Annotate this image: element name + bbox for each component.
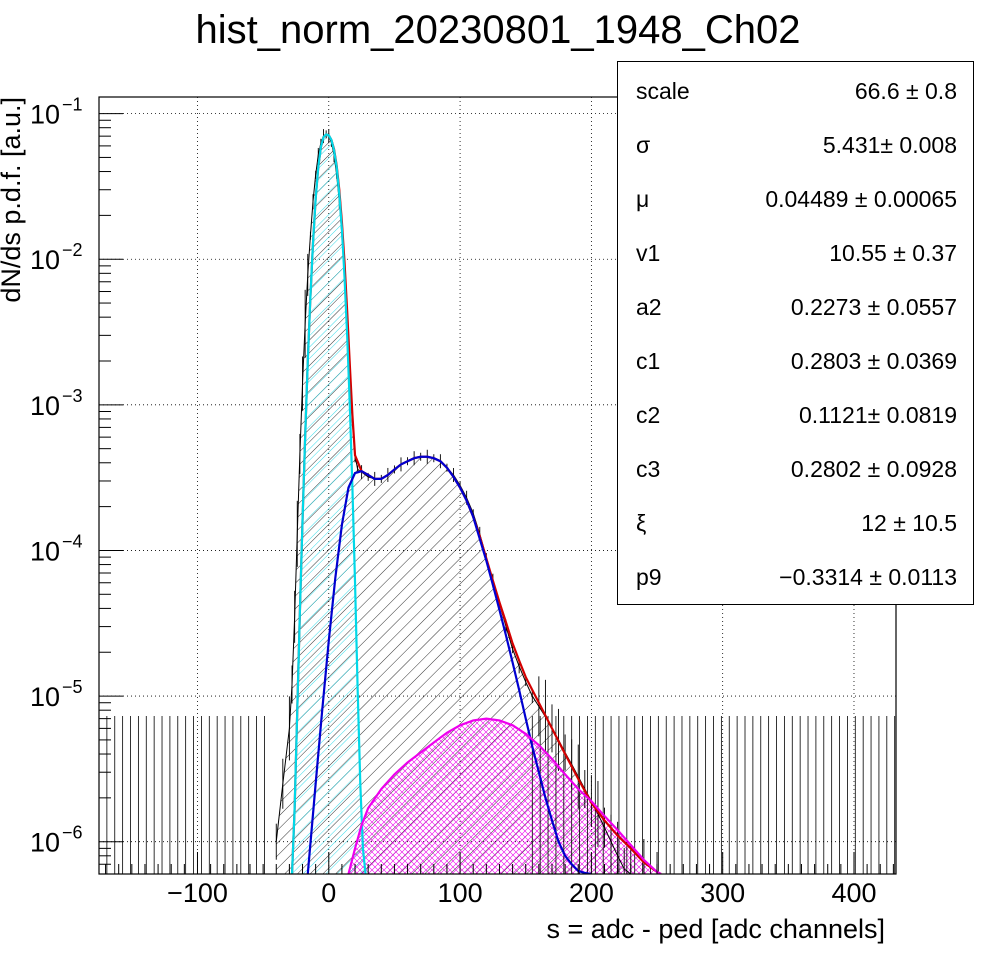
fit-parameter-row: p9 −0.3314 ± 0.0113: [618, 548, 973, 602]
fit-curve-4: [347, 717, 662, 874]
fit-parameter-value: −0.3314 ± 0.0113: [779, 564, 957, 590]
y-tick-exponent: −4: [62, 531, 83, 551]
x-tick-label: −100: [167, 878, 228, 908]
fit-parameter-name: v1: [636, 240, 661, 266]
y-tick-label: 10: [30, 536, 60, 566]
fit-parameter-value: 0.2802 ± 0.0928: [790, 456, 957, 482]
fit-parameter-value: 0.2273 ± 0.0557: [790, 294, 957, 320]
chart-title: hist_norm_20230801_1948_Ch02: [195, 8, 801, 52]
fit-parameter-row: scale 66.6 ± 0.8: [618, 62, 973, 116]
fit-parameter-row: σ 5.431± 0.008: [618, 116, 973, 170]
x-tick-label: 0: [321, 878, 336, 908]
histogram-data: [99, 129, 896, 874]
fit-parameter-name: a2: [636, 294, 662, 320]
x-tick-label: 100: [438, 878, 483, 908]
fit-parameter-row: a2 0.2273 ± 0.0557: [618, 278, 973, 332]
fit-curves: [290, 133, 662, 874]
fit-parameter-name: c3: [636, 456, 661, 482]
fit-parameters-box: scale 66.6 ± 0.8 σ 5.431± 0.008 μ 0.04489 ± 0…: [617, 61, 974, 605]
y-tick-exponent: −6: [62, 823, 83, 843]
x-axis-label: s = adc - ped [adc channels]: [547, 914, 885, 944]
fit-curve-3: [306, 455, 592, 874]
fit-parameter-name: σ: [636, 132, 651, 158]
fit-parameter-value: 12 ± 10.5: [861, 510, 957, 536]
fit-parameter-name: c1: [636, 348, 661, 374]
fit-parameter-row: v1 10.55 ± 0.37: [618, 224, 973, 278]
fit-curve-2: [290, 133, 367, 874]
y-tick-exponent: −1: [62, 95, 83, 115]
fit-parameter-name: c2: [636, 402, 661, 428]
x-tick-label: 200: [569, 878, 614, 908]
fit-parameter-name: scale: [636, 78, 690, 104]
y-tick-label: 10: [30, 100, 60, 130]
fit-parameter-row: c1 0.2803 ± 0.0369: [618, 332, 973, 386]
fit-parameter-value: 66.6 ± 0.8: [854, 78, 957, 104]
fit-parameter-value: 0.04489 ± 0.00065: [765, 186, 957, 212]
y-tick-label: 10: [30, 828, 60, 858]
y-tick-label: 10: [30, 391, 60, 421]
y-tick-exponent: −3: [62, 386, 83, 406]
y-tick-label: 10: [30, 682, 60, 712]
fit-parameter-row: c2 0.1121± 0.0819: [618, 386, 973, 440]
fit-parameter-value: 0.1121± 0.0819: [798, 402, 957, 428]
fit-parameter-row: μ 0.04489 ± 0.00065: [618, 170, 973, 224]
fit-parameter-value: 5.431± 0.008: [822, 132, 957, 158]
y-tick-exponent: −2: [62, 240, 83, 260]
y-axis-label: dN/ds p.d.f. [a.u.]: [0, 97, 26, 303]
fit-parameter-row: ξ 12 ± 10.5: [618, 494, 973, 548]
fit-parameter-name: ξ: [636, 510, 647, 536]
x-tick-label: 300: [700, 878, 745, 908]
fit-parameter-value: 0.2803 ± 0.0369: [790, 348, 957, 374]
second-pe-hatch-fill: [348, 718, 661, 874]
y-tick-label: 10: [30, 245, 60, 275]
x-tick-label: 400: [831, 878, 876, 908]
fit-parameter-name: p9: [636, 564, 662, 590]
fit-parameter-value: 10.55 ± 0.37: [829, 240, 957, 266]
fit-parameter-row: c3 0.2802 ± 0.0928: [618, 440, 973, 494]
y-tick-exponent: −5: [62, 677, 83, 697]
fit-parameter-name: μ: [636, 186, 650, 212]
